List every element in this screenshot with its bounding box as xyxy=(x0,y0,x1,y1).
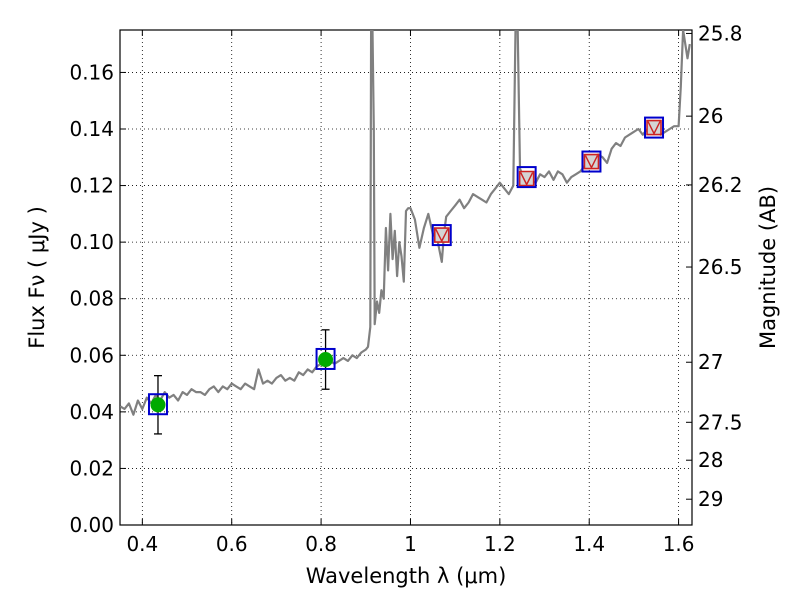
x-tick-label: 1 xyxy=(404,532,417,556)
right-tick-label: 28 xyxy=(698,448,723,472)
model-point xyxy=(581,150,602,173)
spectrum-line xyxy=(120,30,691,416)
x-tick-label: 0.6 xyxy=(216,532,248,556)
right-tick-label: 26.2 xyxy=(698,173,743,197)
plot-frame xyxy=(119,29,693,526)
y-tick-label: 0.04 xyxy=(69,400,114,424)
right-tick-label: 29 xyxy=(698,487,723,511)
x-tick-label: 0.4 xyxy=(126,532,158,556)
predicted-point xyxy=(518,170,535,187)
x-axis-label: Wavelength λ (μm) xyxy=(306,564,507,588)
right-tick-label: 27 xyxy=(698,350,723,374)
model-point xyxy=(516,166,537,189)
plot-area xyxy=(120,30,691,435)
y-tick-label: 0.12 xyxy=(69,174,114,198)
predicted-point xyxy=(646,119,662,136)
predicted-point-mark xyxy=(435,228,449,243)
model-point xyxy=(644,116,665,139)
y-tick-label: 0.16 xyxy=(69,60,114,84)
x-tick-label: 1.2 xyxy=(484,532,516,556)
predicted-point-mark xyxy=(647,121,661,136)
predicted-point xyxy=(433,227,450,243)
y-tick-label: 0.14 xyxy=(69,117,114,141)
model-point xyxy=(315,347,336,370)
model-point xyxy=(147,393,168,416)
axis-ticks: 0.4 0.6 0.8 1 1.2 1.4 1.6 0.00 0.02 0.04 0.06 0.08 0… xyxy=(69,21,742,556)
right-tick-label: 26.5 xyxy=(698,255,743,279)
right-tick-label: 27.5 xyxy=(698,410,743,434)
right-tick-label: 25.8 xyxy=(698,21,743,45)
y-tick-label: 0.08 xyxy=(69,287,114,311)
y-tick-label: 0.10 xyxy=(69,230,114,254)
y-tick-label: 0.06 xyxy=(69,343,114,367)
x-tick-label: 1.6 xyxy=(663,532,695,556)
right-tick-label: 26 xyxy=(698,104,723,128)
predicted-point-mark xyxy=(584,155,599,170)
right-axis-label: Magnitude (AB) xyxy=(756,186,780,349)
y-tick-label: 0.00 xyxy=(69,513,114,537)
y-tick-label: 0.02 xyxy=(69,456,114,480)
grid-lines xyxy=(120,30,692,526)
observed-point xyxy=(318,352,334,368)
model-point xyxy=(431,224,452,247)
y-axis-label: Flux Fν ( μJy ) xyxy=(25,206,49,349)
x-tick-label: 1.4 xyxy=(573,532,605,556)
predicted-point xyxy=(583,153,600,170)
observed-point xyxy=(150,397,166,413)
predicted-point-mark xyxy=(520,172,534,187)
x-tick-label: 0.8 xyxy=(305,532,337,556)
